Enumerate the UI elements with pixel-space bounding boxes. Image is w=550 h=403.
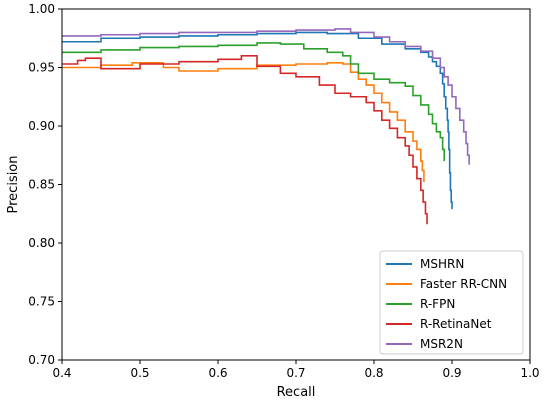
series-line-r-retinanet	[62, 55, 428, 225]
series-line-faster-rr-cnn	[62, 62, 425, 183]
legend-label-faster-rr-cnn: Faster RR-CNN	[420, 277, 507, 291]
legend-label-r-retinanet: R-RetinaNet	[420, 317, 492, 331]
series-line-msr2n	[62, 28, 470, 165]
y-axis-ticks: 0.70 0.75 0.80 0.85 0.90 0.95 1.00	[28, 2, 62, 367]
series-layer	[62, 28, 470, 225]
y-axis-label: Precision	[6, 155, 21, 213]
legend-label-r-fpn: R-FPN	[420, 297, 455, 311]
x-tick-label: 0.8	[364, 366, 383, 380]
y-tick-label: 0.75	[28, 295, 55, 309]
y-tick-label: 0.90	[28, 119, 55, 133]
x-tick-label: 0.6	[208, 366, 227, 380]
x-tick-label: 0.4	[52, 366, 71, 380]
y-tick-label: 1.00	[28, 2, 55, 16]
y-tick-label: 0.70	[28, 353, 55, 367]
x-tick-label: 0.7	[286, 366, 305, 380]
x-tick-label: 0.5	[130, 366, 149, 380]
series-line-r-fpn	[62, 42, 445, 162]
legend-box	[379, 250, 524, 355]
legend-label-msr2n: MSR2N	[420, 337, 463, 351]
y-tick-label: 0.85	[28, 178, 55, 192]
x-axis-ticks: 0.4 0.5 0.6 0.7 0.8 0.9 1.0	[52, 360, 540, 380]
y-tick-label: 0.80	[28, 236, 55, 250]
legend: MSHRN Faster RR-CNN R-FPN R-RetinaNet MSR2N	[379, 250, 524, 355]
x-tick-label: 1.0	[520, 366, 539, 380]
legend-label-mshrn: MSHRN	[420, 257, 464, 271]
y-tick-label: 0.95	[28, 61, 55, 75]
x-axis-label: Recall	[277, 385, 316, 400]
x-tick-label: 0.9	[442, 366, 461, 380]
